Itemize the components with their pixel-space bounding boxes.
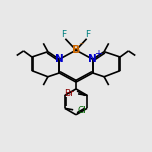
- Text: Br: Br: [64, 89, 74, 98]
- Text: +: +: [94, 49, 102, 59]
- Text: ⁻: ⁻: [78, 41, 83, 51]
- Text: N: N: [88, 54, 97, 64]
- Text: F: F: [62, 30, 67, 39]
- Text: N: N: [55, 54, 64, 64]
- Text: F: F: [85, 30, 90, 39]
- Text: Cl: Cl: [77, 106, 86, 115]
- Text: B: B: [72, 45, 80, 55]
